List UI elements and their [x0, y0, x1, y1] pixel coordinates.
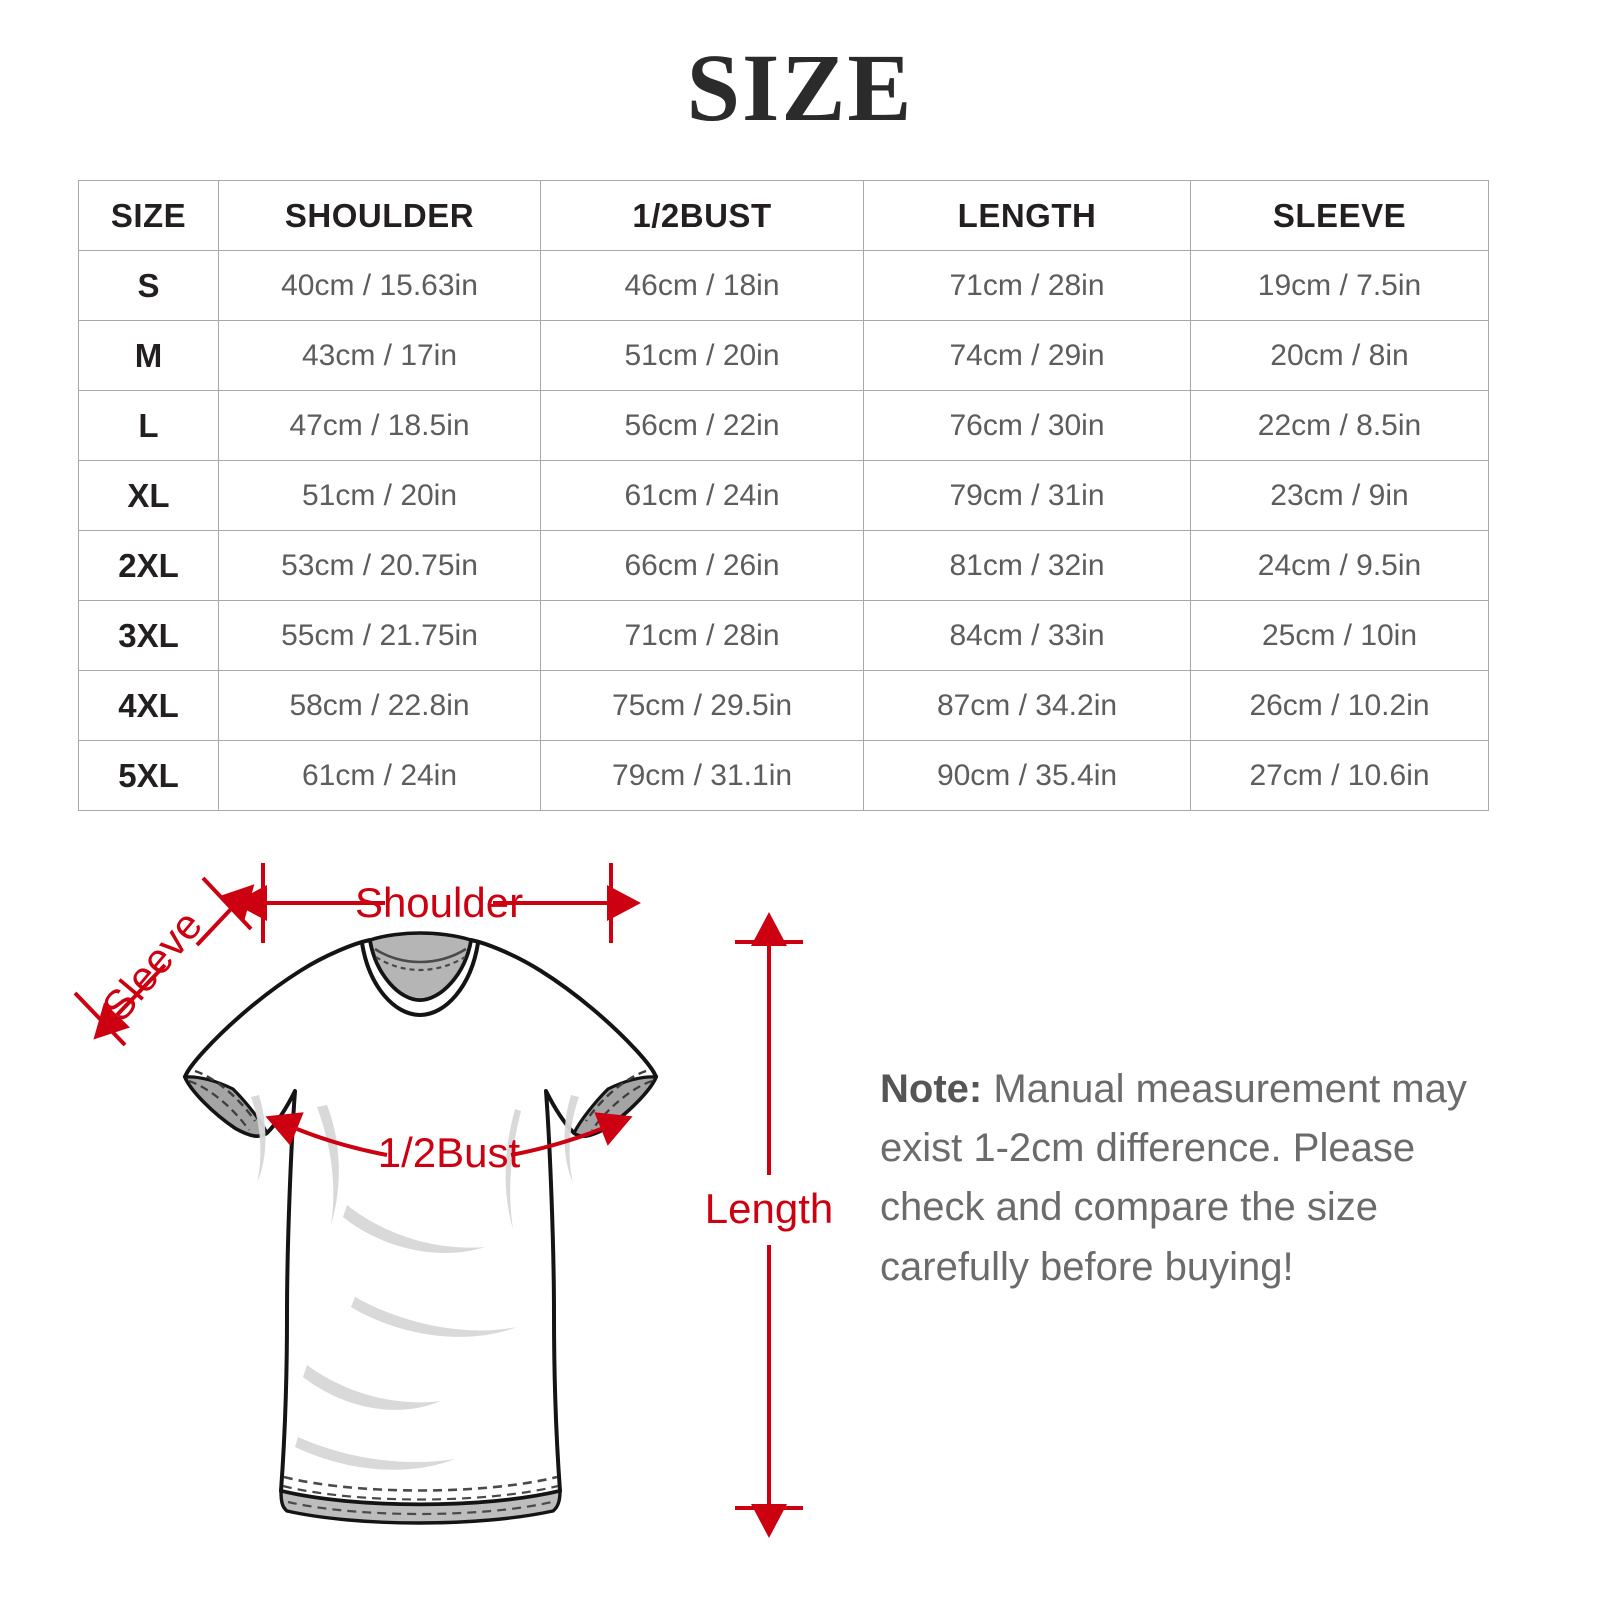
cell-length: 74cm / 29in [863, 320, 1191, 391]
cell-size: XL [78, 460, 219, 531]
sleeve-measure-arrow [73, 876, 255, 1047]
cell-sleeve: 19cm / 7.5in [1190, 250, 1489, 321]
cell-shoulder: 58cm / 22.8in [218, 670, 541, 741]
cell-sleeve: 27cm / 10.6in [1190, 740, 1489, 811]
sleeve-label: Sleeve [93, 901, 212, 1030]
cell-length: 84cm / 33in [863, 600, 1191, 671]
cell-length: 79cm / 31in [863, 460, 1191, 531]
cell-length: 76cm / 30in [863, 390, 1191, 461]
note-body: Manual measurement may exist 1-2cm diffe… [880, 1067, 1467, 1289]
column-header-bust: 1/2BUST [540, 180, 864, 251]
cell-bust: 66cm / 26in [540, 530, 864, 601]
cell-size: L [78, 390, 219, 461]
cell-shoulder: 40cm / 15.63in [218, 250, 541, 321]
table-header-row: SIZE SHOULDER 1/2BUST LENGTH SLEEVE [78, 180, 1489, 251]
column-header-size: SIZE [78, 180, 219, 251]
half-bust-label: 1/2Bust [378, 1129, 521, 1176]
table-row: 5XL 61cm / 24in 79cm / 31.1in 90cm / 35.… [78, 740, 1489, 811]
table-row: L 47cm / 18.5in 56cm / 22in 76cm / 30in … [78, 390, 1489, 461]
cell-sleeve: 23cm / 9in [1190, 460, 1489, 531]
cell-size: 3XL [78, 600, 219, 671]
size-table: SIZE SHOULDER 1/2BUST LENGTH SLEEVE S 40… [78, 180, 1489, 811]
page-title: SIZE [686, 34, 914, 141]
table-row: M 43cm / 17in 51cm / 20in 74cm / 29in 20… [78, 320, 1489, 391]
cell-length: 87cm / 34.2in [863, 670, 1191, 741]
table-row: 3XL 55cm / 21.75in 71cm / 28in 84cm / 33… [78, 600, 1489, 671]
note-text: Note: Manual measurement may exist 1-2cm… [880, 1060, 1510, 1297]
cell-shoulder: 55cm / 21.75in [218, 600, 541, 671]
cell-length: 81cm / 32in [863, 530, 1191, 601]
cell-size: S [78, 250, 219, 321]
cell-sleeve: 24cm / 9.5in [1190, 530, 1489, 601]
cell-shoulder: 43cm / 17in [218, 320, 541, 391]
shoulder-measure-arrow [233, 863, 641, 943]
tshirt-illustration [182, 931, 659, 1525]
cell-shoulder: 47cm / 18.5in [218, 390, 541, 461]
cell-length: 90cm / 35.4in [863, 740, 1191, 811]
column-header-sleeve: SLEEVE [1190, 180, 1489, 251]
cell-bust: 75cm / 29.5in [540, 670, 864, 741]
cell-shoulder: 53cm / 20.75in [218, 530, 541, 601]
length-label: Length [705, 1185, 833, 1232]
tshirt-measurement-diagram: Shoulder Sleeve 1/2Bust [55, 845, 855, 1565]
cell-bust: 71cm / 28in [540, 600, 864, 671]
cell-size: 4XL [78, 670, 219, 741]
table-row: 2XL 53cm / 20.75in 66cm / 26in 81cm / 32… [78, 530, 1489, 601]
cell-shoulder: 61cm / 24in [218, 740, 541, 811]
cell-bust: 46cm / 18in [540, 250, 864, 321]
shoulder-label: Shoulder [355, 879, 523, 926]
cell-size: 5XL [78, 740, 219, 811]
cell-sleeve: 26cm / 10.2in [1190, 670, 1489, 741]
cell-sleeve: 20cm / 8in [1190, 320, 1489, 391]
table-row: 4XL 58cm / 22.8in 75cm / 29.5in 87cm / 3… [78, 670, 1489, 741]
cell-size: 2XL [78, 530, 219, 601]
cell-bust: 56cm / 22in [540, 390, 864, 461]
column-header-length: LENGTH [863, 180, 1191, 251]
cell-sleeve: 22cm / 8.5in [1190, 390, 1489, 461]
table-row: S 40cm / 15.63in 46cm / 18in 71cm / 28in… [78, 250, 1489, 321]
cell-length: 71cm / 28in [863, 250, 1191, 321]
cell-bust: 51cm / 20in [540, 320, 864, 391]
table-row: XL 51cm / 20in 61cm / 24in 79cm / 31in 2… [78, 460, 1489, 531]
column-header-shoulder: SHOULDER [218, 180, 541, 251]
cell-shoulder: 51cm / 20in [218, 460, 541, 531]
cell-sleeve: 25cm / 10in [1190, 600, 1489, 671]
cell-bust: 79cm / 31.1in [540, 740, 864, 811]
cell-size: M [78, 320, 219, 391]
note-label: Note: [880, 1067, 983, 1111]
half-bust-measure-arrow [265, 1112, 633, 1157]
length-measure-arrow [735, 912, 803, 1538]
cell-bust: 61cm / 24in [540, 460, 864, 531]
